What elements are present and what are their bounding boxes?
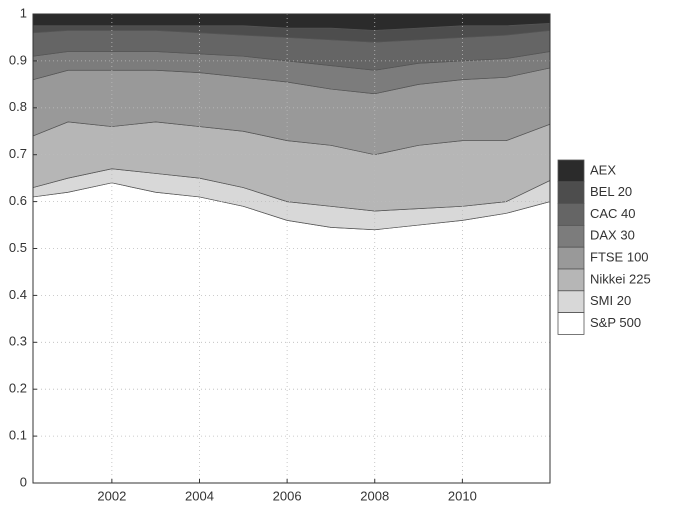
legend-label: FTSE 100 bbox=[590, 250, 649, 265]
axes: 0 0.1 0.2 0.3 0.4 0.5 0.6 0.7 0.8 0.9 1 2002 2004 200… bbox=[9, 5, 551, 503]
legend-swatch bbox=[557, 312, 585, 335]
y-tick-label: 0.1 bbox=[9, 428, 27, 443]
y-tick-label: 0.8 bbox=[9, 99, 27, 114]
legend-label: AEX bbox=[590, 162, 616, 177]
y-tick-label: 0.6 bbox=[9, 193, 27, 208]
x-tick-label: 2002 bbox=[97, 488, 126, 503]
y-tick-label: 0.2 bbox=[9, 381, 27, 396]
legend-label: CAC 40 bbox=[590, 206, 636, 221]
legend-swatch bbox=[557, 224, 585, 248]
legend-label: DAX 30 bbox=[590, 228, 635, 243]
y-tick-label: 0.7 bbox=[9, 146, 27, 161]
y-tick-label: 0 bbox=[20, 474, 27, 489]
y-tick-label: 0.3 bbox=[9, 334, 27, 349]
y-tick-label: 0.9 bbox=[9, 52, 27, 67]
y-tick-label: 1 bbox=[20, 5, 27, 20]
legend-swatch bbox=[557, 290, 585, 313]
x-tick-label: 2008 bbox=[360, 488, 389, 503]
x-tick-label: 2010 bbox=[448, 488, 477, 503]
y-tick-label: 0.4 bbox=[9, 287, 27, 302]
legend-label: BEL 20 bbox=[590, 184, 632, 199]
legend-swatch bbox=[557, 203, 585, 226]
y-tick-label: 0.5 bbox=[9, 240, 27, 255]
x-tick-label: 2004 bbox=[185, 488, 214, 503]
legend-swatch bbox=[557, 159, 585, 183]
legend: AEX BEL 20 CAC 40 DAX 30 FTSE 100 Nikkei 225 S… bbox=[557, 159, 675, 336]
x-tick-label: 2006 bbox=[273, 488, 302, 503]
legend-label: S&P 500 bbox=[590, 315, 641, 330]
legend-swatch bbox=[557, 268, 585, 292]
legend-label: SMI 20 bbox=[590, 293, 631, 308]
plot-frame bbox=[32, 13, 551, 484]
legend-label: Nikkei 225 bbox=[590, 271, 651, 286]
area bbox=[32, 182, 551, 484]
legend-swatch bbox=[557, 181, 585, 205]
plot-area bbox=[32, 13, 551, 484]
legend-swatch bbox=[557, 246, 585, 270]
